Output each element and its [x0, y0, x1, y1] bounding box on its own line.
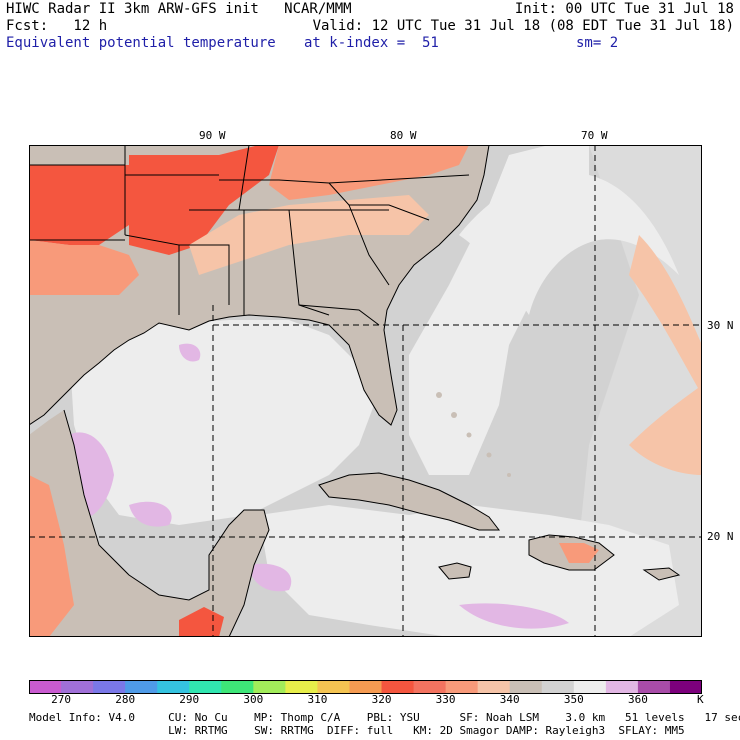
lon-label-90w: 90 W	[199, 129, 226, 142]
coastlines	[29, 145, 681, 637]
colorbar-swatch	[349, 680, 383, 694]
atlantic-peach-band	[629, 235, 702, 395]
colorbar-swatch	[285, 680, 318, 694]
colorbar-tick-label: 310	[307, 693, 328, 706]
lat-label-20n: 20 N	[707, 530, 734, 543]
mexico-warm-overlay	[29, 475, 74, 637]
lilac-patch-mid-gulf	[179, 343, 201, 362]
colorbar-tick-label: 300	[243, 693, 264, 706]
header-level: at k-index = 51	[304, 35, 439, 51]
colorbar-swatch	[573, 680, 607, 694]
colorbar-swatch	[413, 680, 447, 694]
colorbar-tick-label: 330	[435, 693, 456, 706]
bahamas-island	[451, 412, 457, 418]
lon-label-70w: 70 W	[581, 129, 608, 142]
jamaica-land	[439, 563, 471, 579]
cuba-land	[319, 473, 499, 530]
colorbar-swatch	[157, 680, 190, 694]
hispaniola-warm-overlay	[559, 543, 599, 563]
colorbar-swatch	[125, 680, 158, 694]
colorbar-tick-label: 360	[627, 693, 648, 706]
latlon-grid	[29, 145, 702, 637]
colorbar-tick-label: 290	[179, 693, 200, 706]
lilac-patch-caribbean	[249, 563, 292, 592]
theta-e-map	[29, 145, 702, 637]
header-valid-time: Valid: 12 UTC Tue 31 Jul 18 (08 EDT Tue …	[312, 18, 734, 34]
header-forecast-hour: Fcst: 12 h	[6, 18, 108, 34]
colorbar-swatch	[253, 680, 286, 694]
map-frame	[29, 145, 702, 637]
colorbar-swatch	[637, 680, 671, 694]
state-borders	[29, 145, 470, 326]
atlantic-peach-east	[629, 385, 702, 475]
colorbar-unit: K	[697, 693, 704, 706]
footer-model-info: Model Info: V4.0 CU: No Cu MP: Thomp C/A…	[29, 711, 740, 724]
header-smoothing: sm= 2	[576, 35, 619, 51]
colorbar	[29, 680, 702, 694]
colorbar-swatch	[509, 680, 543, 694]
colorbar-swatch	[61, 680, 94, 694]
colorbar-tick-label: 350	[563, 693, 584, 706]
bahamas-island	[507, 473, 511, 477]
ocean-east-field	[569, 145, 702, 637]
bahamas-island	[466, 432, 472, 438]
gulf-light-field	[69, 320, 374, 525]
colorbar-swatch	[29, 680, 62, 694]
lon-label-80w: 80 W	[390, 129, 417, 142]
lilac-patch-south	[459, 603, 569, 629]
colorbar-swatch	[93, 680, 126, 694]
bahamas-island	[436, 392, 442, 398]
header-field-name: Equivalent potential temperature	[6, 35, 276, 51]
land-hot-central	[129, 145, 279, 255]
colorbar-swatch	[381, 680, 415, 694]
land-hot-west	[29, 165, 129, 245]
colorbar-tick-label: 270	[51, 693, 71, 706]
land-warm-west	[29, 240, 139, 295]
colorbar-swatch	[445, 680, 479, 694]
land-peach-band	[189, 195, 429, 275]
colorbar-swatch	[605, 680, 639, 694]
lat-label-30n: 30 N	[707, 319, 734, 332]
colorbar-swatch	[669, 680, 702, 694]
header-init-time: Init: 00 UTC Tue 31 Jul 18	[514, 1, 734, 17]
colorbar-swatch	[541, 680, 575, 694]
atlantic-swirl	[459, 172, 679, 315]
footer-physics-info: LW: RRTMG SW: RRTMG DIFF: full KM: 2D Sm…	[29, 724, 685, 737]
bahamas-island	[486, 452, 492, 458]
land-warm-north	[269, 145, 469, 200]
colorbar-swatch	[477, 680, 511, 694]
colorbar-frame	[29, 680, 702, 694]
colorbar-tick-label: 320	[371, 693, 392, 706]
colorbar-swatch	[189, 680, 222, 694]
lilac-patch-gulf-south	[129, 501, 172, 527]
colorbar-tick-label: 280	[115, 693, 136, 706]
colorbar-tick-label: 340	[499, 693, 520, 706]
colorbar-swatch	[221, 680, 254, 694]
header-model-title: HIWC Radar II 3km ARW-GFS init NCAR/MMM	[6, 1, 352, 17]
colorbar-swatch	[317, 680, 350, 694]
